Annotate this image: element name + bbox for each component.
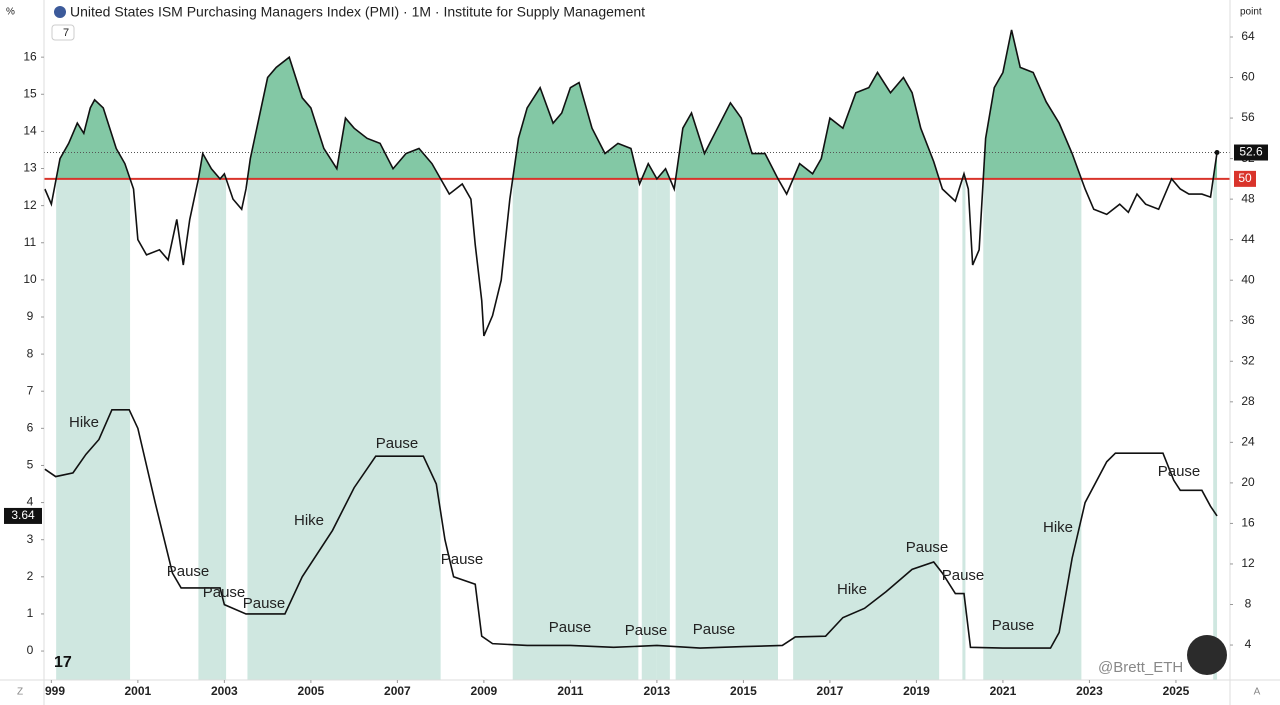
y2-tick-label: 40 bbox=[1241, 272, 1255, 286]
last-value-badge bbox=[1234, 144, 1268, 161]
y2-tick-label: 24 bbox=[1241, 435, 1255, 449]
y-tick-label: 1 bbox=[27, 606, 34, 620]
y2-tick-label: 56 bbox=[1241, 110, 1255, 124]
watermark: @Brett_ETH bbox=[1098, 659, 1183, 676]
y-tick-label: 6 bbox=[27, 421, 34, 435]
pmi-area bbox=[44, 29, 1218, 179]
x-tick-label: 2003 bbox=[211, 684, 238, 698]
y-tick-label: 13 bbox=[23, 161, 37, 175]
x-tick-label: 2009 bbox=[471, 684, 498, 698]
above-band bbox=[220, 178, 227, 680]
above-band bbox=[56, 178, 131, 680]
y2-tick-label: 44 bbox=[1241, 232, 1255, 246]
y2-tick-label: 8 bbox=[1245, 597, 1252, 611]
y-tick-label: 2 bbox=[27, 569, 34, 583]
y2-tick-label: 64 bbox=[1241, 29, 1255, 43]
above-band bbox=[1213, 178, 1218, 680]
rate-line bbox=[44, 408, 1218, 649]
last-value-badge bbox=[4, 507, 42, 524]
y2-tick-label: 32 bbox=[1241, 353, 1255, 367]
y2-tick-label: 36 bbox=[1241, 313, 1255, 327]
x-tick-label: 2017 bbox=[817, 684, 844, 698]
y-tick-label: 0 bbox=[27, 643, 34, 657]
y2-tick-label: 48 bbox=[1241, 191, 1255, 205]
y-tick-label: 5 bbox=[27, 458, 34, 472]
y2-tick-label: 12 bbox=[1241, 556, 1255, 570]
x-tick-label: 2021 bbox=[990, 684, 1017, 698]
y2-tick-label: 16 bbox=[1241, 516, 1255, 530]
above-band bbox=[641, 178, 657, 680]
annotation: Pause bbox=[167, 563, 210, 580]
annotation: Pause bbox=[942, 567, 985, 584]
above-band bbox=[512, 178, 639, 680]
y-tick-label: 3 bbox=[27, 532, 34, 546]
indicator-badge[interactable] bbox=[51, 24, 75, 41]
x-tick-label: 2015 bbox=[730, 684, 757, 698]
annotation: Pause bbox=[441, 551, 484, 568]
x-tick-label: 2005 bbox=[298, 684, 325, 698]
reference-label: 50 bbox=[1238, 171, 1252, 185]
above-band bbox=[656, 178, 670, 680]
indicator-count: 7 bbox=[63, 27, 69, 39]
y-tick-label: 12 bbox=[23, 198, 37, 212]
last-value-label: 3.64 bbox=[11, 508, 35, 522]
annotation: Pause bbox=[693, 621, 736, 638]
x-tick-label: 2025 bbox=[1163, 684, 1190, 698]
y-tick-label: 15 bbox=[23, 86, 37, 100]
annotation: Pause bbox=[625, 622, 668, 639]
y-tick-label: 7 bbox=[27, 383, 34, 397]
y-axis-unit: % bbox=[6, 7, 15, 18]
x-tick-label: 2013 bbox=[644, 684, 671, 698]
x-tick-label: 2007 bbox=[384, 684, 411, 698]
avatar bbox=[1187, 635, 1227, 675]
annotation: Hike bbox=[69, 414, 99, 431]
last-value-label: 52.6 bbox=[1239, 145, 1263, 159]
above-band bbox=[247, 178, 441, 680]
y-tick-label: 4 bbox=[27, 495, 34, 509]
y2-tick-label: 60 bbox=[1241, 70, 1255, 84]
y2-tick-label: 20 bbox=[1241, 475, 1255, 489]
corner-left[interactable]: Z bbox=[17, 687, 23, 698]
above-band bbox=[675, 178, 779, 680]
y2-tick-label: 4 bbox=[1245, 637, 1252, 651]
y-tick-label: 10 bbox=[23, 272, 37, 286]
y-tick-label: 16 bbox=[23, 49, 37, 63]
annotation: Pause bbox=[243, 595, 286, 612]
annotation: Pause bbox=[906, 539, 949, 556]
y2-tick-label: 28 bbox=[1241, 394, 1255, 408]
x-tick-label: 2019 bbox=[903, 684, 930, 698]
x-tick-label: 999 bbox=[45, 684, 65, 698]
tv-logo: 17 bbox=[54, 654, 72, 671]
annotation: Pause bbox=[376, 435, 419, 452]
annotation: Pause bbox=[1158, 463, 1201, 480]
above-band bbox=[983, 178, 1082, 680]
above-band bbox=[198, 178, 221, 680]
corner-right[interactable]: A bbox=[1254, 687, 1261, 698]
annotation: Pause bbox=[992, 617, 1035, 634]
y2-axis-unit: point bbox=[1240, 7, 1262, 18]
annotation: Hike bbox=[1043, 519, 1073, 536]
reference-badge bbox=[1234, 170, 1256, 187]
annotation: Hike bbox=[837, 581, 867, 598]
flag-icon bbox=[54, 6, 66, 18]
annotation: Hike bbox=[294, 512, 324, 529]
y-tick-label: 14 bbox=[23, 124, 37, 138]
annotation: Pause bbox=[203, 584, 246, 601]
pmi-line bbox=[44, 29, 1218, 337]
annotation: Pause bbox=[549, 619, 592, 636]
above-band bbox=[962, 178, 966, 680]
x-tick-label: 2001 bbox=[125, 684, 152, 698]
x-tick-label: 2011 bbox=[557, 684, 583, 698]
chart-title: United States ISM Purchasing Managers In… bbox=[70, 4, 645, 20]
y-tick-label: 9 bbox=[27, 309, 34, 323]
above-band bbox=[793, 178, 940, 680]
y-tick-label: 8 bbox=[27, 346, 34, 360]
x-tick-label: 2023 bbox=[1076, 684, 1103, 698]
y-tick-label: 11 bbox=[24, 235, 37, 249]
